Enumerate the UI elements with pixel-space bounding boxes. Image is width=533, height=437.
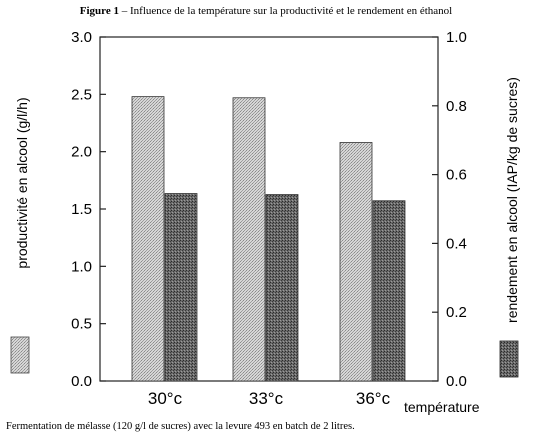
figure-caption: Fermentation de mélasse (120 g/l de sucr… [6, 421, 355, 432]
category-label: 33°c [249, 389, 284, 408]
left-tick-label: 2.5 [71, 86, 92, 103]
right-tick-label: 0.2 [446, 304, 467, 321]
bar-productivity-2 [339, 142, 373, 382]
right-tick-label: 1.0 [446, 29, 467, 46]
bar-yield-1 [265, 194, 299, 382]
right-tick-label: 0.0 [446, 373, 467, 390]
bar-yield-0 [164, 193, 198, 382]
x-axis-label: température [404, 399, 480, 415]
legend-swatch-right [499, 340, 519, 378]
left-axis: 0.0 0.5 1.0 1.5 2.0 2.5 3.0 [71, 29, 106, 390]
bars [131, 96, 406, 382]
category-label: 36°c [356, 389, 391, 408]
bar-yield-2 [372, 200, 406, 382]
figure-title-text: – Influence de la température sur la pro… [119, 5, 452, 17]
bar-productivity-0 [131, 96, 165, 382]
category-label: 30°c [148, 389, 183, 408]
category-labels: 30°c 33°c 36°c [148, 389, 391, 408]
figure-title-prefix: Figure 1 [80, 5, 119, 17]
left-tick-label: 0.5 [71, 316, 92, 333]
left-tick-label: 1.5 [71, 201, 92, 218]
left-tick-label: 3.0 [71, 29, 92, 46]
figure-title: Figure 1 – Influence de la température s… [80, 5, 452, 17]
left-tick-label: 0.0 [71, 373, 92, 390]
bar-productivity-1 [232, 97, 266, 382]
right-tick-label: 0.4 [446, 235, 467, 252]
y-axis-label-right: rendement en alcool (IAP/kg de sucres) [504, 77, 520, 323]
right-tick-label: 0.8 [446, 98, 467, 115]
legend-swatch-left [10, 336, 30, 374]
right-tick-label: 0.6 [446, 167, 467, 184]
left-tick-label: 1.0 [71, 258, 92, 275]
y-axis-label-left: productivité en alcool (g/l/h) [14, 97, 30, 268]
right-axis: 0.0 0.2 0.4 0.6 0.8 1.0 [432, 29, 467, 390]
left-tick-label: 2.0 [71, 144, 92, 161]
